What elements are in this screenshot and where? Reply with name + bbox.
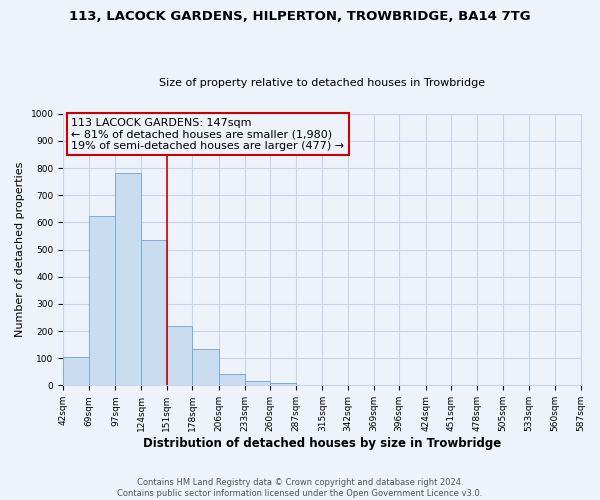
Bar bbox=[245, 380, 270, 386]
X-axis label: Distribution of detached houses by size in Trowbridge: Distribution of detached houses by size … bbox=[143, 437, 501, 450]
Bar bbox=[89, 216, 115, 386]
Text: 113, LACOCK GARDENS, HILPERTON, TROWBRIDGE, BA14 7TG: 113, LACOCK GARDENS, HILPERTON, TROWBRID… bbox=[69, 10, 531, 23]
Y-axis label: Number of detached properties: Number of detached properties bbox=[15, 162, 25, 337]
Bar bbox=[141, 240, 167, 386]
Bar bbox=[270, 382, 296, 386]
Bar bbox=[115, 173, 141, 386]
Bar bbox=[193, 349, 219, 386]
Text: Contains HM Land Registry data © Crown copyright and database right 2024.
Contai: Contains HM Land Registry data © Crown c… bbox=[118, 478, 482, 498]
Title: Size of property relative to detached houses in Trowbridge: Size of property relative to detached ho… bbox=[159, 78, 485, 88]
Bar bbox=[219, 374, 245, 386]
Text: 113 LACOCK GARDENS: 147sqm
← 81% of detached houses are smaller (1,980)
19% of s: 113 LACOCK GARDENS: 147sqm ← 81% of deta… bbox=[71, 118, 344, 151]
Bar bbox=[63, 358, 89, 386]
Bar bbox=[167, 326, 193, 386]
